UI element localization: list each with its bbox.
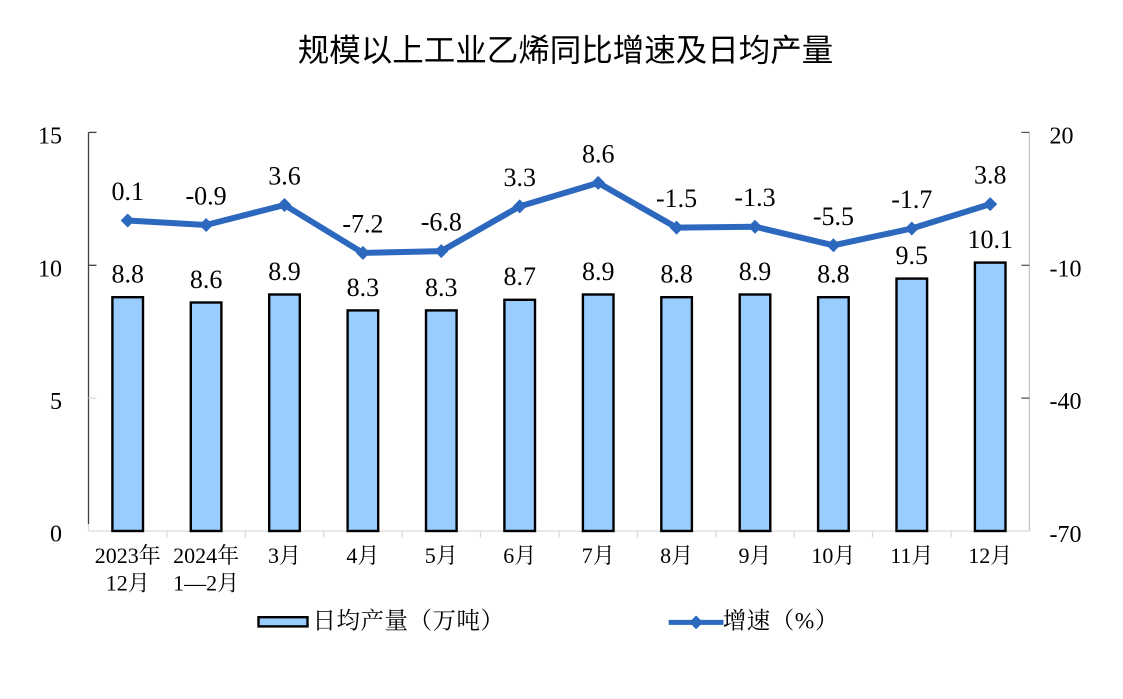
- svg-text:日均产量（万吨）: 日均产量（万吨）: [313, 608, 505, 635]
- svg-text:0.1: 0.1: [111, 177, 144, 206]
- svg-text:6月: 6月: [503, 543, 536, 568]
- svg-text:2024年: 2024年: [173, 543, 239, 568]
- svg-text:3.3: 3.3: [503, 163, 536, 192]
- svg-text:-5.5: -5.5: [813, 202, 854, 231]
- svg-text:8.9: 8.9: [268, 257, 301, 286]
- svg-text:3.6: 3.6: [268, 162, 301, 191]
- svg-text:3.8: 3.8: [974, 161, 1007, 190]
- svg-text:-70: -70: [1050, 522, 1082, 548]
- svg-text:-1.7: -1.7: [891, 185, 932, 214]
- svg-text:8.6: 8.6: [582, 139, 615, 168]
- svg-text:0: 0: [50, 521, 62, 547]
- svg-text:8.8: 8.8: [817, 260, 850, 289]
- svg-text:20: 20: [1050, 123, 1074, 149]
- svg-text:-6.8: -6.8: [421, 208, 462, 237]
- svg-text:12月: 12月: [968, 543, 1012, 568]
- svg-text:2023年: 2023年: [95, 543, 161, 568]
- svg-text:15: 15: [38, 123, 62, 149]
- svg-text:8月: 8月: [660, 543, 693, 568]
- svg-text:5: 5: [50, 389, 62, 415]
- svg-text:11月: 11月: [890, 543, 933, 568]
- svg-text:3月: 3月: [268, 543, 301, 568]
- svg-text:规模以上工业乙烯同比增速及日均产量: 规模以上工业乙烯同比增速及日均产量: [298, 32, 834, 68]
- svg-text:10.1: 10.1: [967, 225, 1013, 254]
- svg-text:-1.5: -1.5: [656, 184, 697, 213]
- svg-text:-0.9: -0.9: [186, 182, 227, 211]
- svg-text:增速（%）: 增速（%）: [723, 608, 839, 635]
- svg-text:8.7: 8.7: [503, 262, 536, 291]
- svg-text:-7.2: -7.2: [342, 209, 383, 238]
- svg-text:8.9: 8.9: [739, 257, 772, 286]
- svg-text:8.9: 8.9: [582, 257, 615, 286]
- svg-text:5月: 5月: [425, 543, 458, 568]
- svg-text:1—2月: 1—2月: [173, 571, 239, 596]
- svg-text:-1.3: -1.3: [734, 183, 775, 212]
- svg-text:8.3: 8.3: [347, 273, 380, 302]
- svg-text:12月: 12月: [106, 571, 150, 596]
- svg-text:10: 10: [38, 256, 62, 282]
- svg-text:-10: -10: [1050, 256, 1082, 282]
- svg-text:9.5: 9.5: [896, 241, 929, 270]
- svg-text:-40: -40: [1050, 389, 1082, 415]
- svg-text:8.6: 8.6: [190, 265, 223, 294]
- svg-text:9月: 9月: [738, 543, 771, 568]
- svg-text:7月: 7月: [582, 543, 615, 568]
- svg-text:4月: 4月: [346, 543, 379, 568]
- svg-text:8.8: 8.8: [660, 260, 693, 289]
- svg-text:8.8: 8.8: [111, 260, 144, 289]
- svg-text:8.3: 8.3: [425, 273, 458, 302]
- svg-text:10月: 10月: [811, 543, 855, 568]
